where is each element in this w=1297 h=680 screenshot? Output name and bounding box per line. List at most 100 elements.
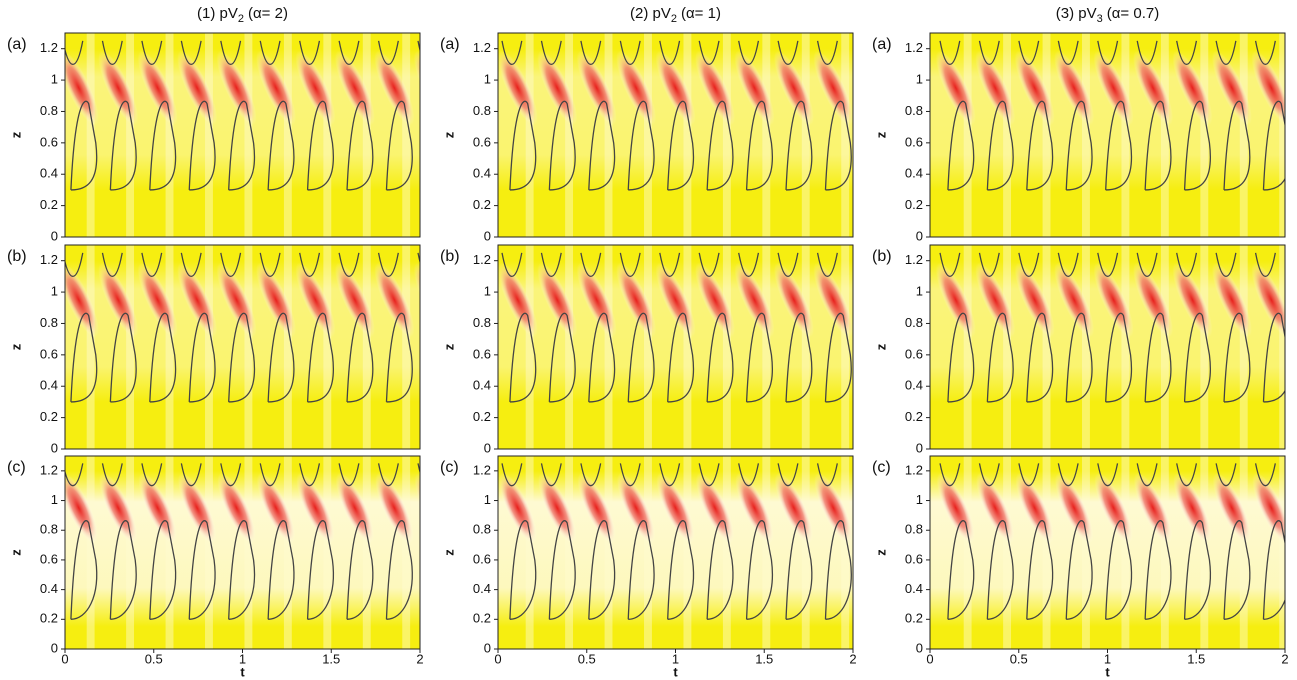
stripe	[126, 245, 135, 449]
contour	[501, 40, 523, 65]
contour	[149, 100, 177, 191]
contour	[1018, 463, 1040, 487]
contour	[1262, 100, 1285, 191]
contour	[939, 252, 961, 277]
contour	[1136, 252, 1158, 277]
y-tick-label: 1	[916, 72, 923, 87]
contour	[501, 252, 523, 277]
contour	[1254, 40, 1276, 65]
y-tick-label: 0.2	[905, 197, 923, 212]
stripe	[1082, 33, 1090, 237]
contour	[986, 312, 1014, 403]
contour	[338, 40, 360, 65]
contour	[667, 100, 695, 191]
stripe	[244, 33, 253, 237]
y-tick-label: 1.2	[40, 462, 58, 477]
heatmap	[930, 33, 1285, 237]
contour	[816, 252, 838, 277]
stripe	[1160, 33, 1169, 237]
contour	[865, 101, 891, 190]
contour	[180, 40, 202, 65]
stripe	[683, 456, 692, 649]
contour	[738, 252, 760, 277]
x-axis-label: t	[240, 664, 245, 679]
red-region	[538, 472, 577, 544]
title-suffix: (α= 0.7)	[1107, 5, 1159, 22]
y-tick-label: 0	[916, 440, 923, 455]
contour	[548, 100, 576, 191]
contour	[1105, 520, 1133, 620]
contour	[65, 40, 84, 65]
x-tick-label: 0	[494, 651, 501, 666]
contour	[228, 312, 256, 403]
stripe	[165, 456, 174, 649]
contour	[306, 312, 334, 403]
y-tick-label: 0.8	[40, 103, 58, 118]
stripe	[604, 456, 613, 649]
title-main: (2) pV	[630, 5, 671, 22]
stripe	[283, 245, 292, 449]
contour	[180, 252, 202, 277]
contour	[417, 40, 420, 53]
y-tick-label: 0.4	[473, 581, 491, 596]
red-region	[177, 472, 217, 544]
contour	[659, 40, 681, 65]
y-tick-label: 0.2	[473, 197, 491, 212]
contour	[738, 463, 760, 487]
y-tick-label: 1.2	[40, 252, 58, 267]
stripe	[722, 456, 731, 649]
y-tick-label: 1	[484, 284, 491, 299]
red-region	[656, 472, 695, 544]
contour	[1097, 252, 1119, 277]
contour	[299, 40, 321, 65]
contour	[188, 312, 216, 403]
y-tick-label: 0.6	[905, 346, 923, 361]
y-tick-label: 0	[51, 640, 58, 655]
contour	[65, 463, 84, 487]
y-tick-label: 0	[916, 228, 923, 243]
contour	[865, 521, 891, 620]
stripe	[722, 33, 731, 237]
stripe	[525, 456, 534, 649]
stripe	[205, 33, 213, 237]
stripe	[283, 33, 292, 237]
title-suffix: (α= 2)	[248, 5, 288, 22]
heatmap	[65, 456, 452, 649]
contour	[947, 100, 975, 191]
contour	[947, 520, 975, 620]
contour	[228, 100, 256, 191]
stripe	[1121, 33, 1130, 237]
red-region	[846, 468, 899, 547]
y-axis-label: z	[8, 549, 23, 556]
y-tick-label: 1	[51, 492, 58, 507]
contour	[659, 463, 681, 487]
contour	[698, 252, 720, 277]
stripe	[323, 456, 332, 649]
contour	[509, 520, 537, 620]
stripe	[841, 245, 850, 449]
contour	[939, 463, 961, 487]
contour	[706, 100, 734, 191]
contour	[346, 100, 374, 191]
contour	[426, 521, 452, 620]
contour	[548, 520, 576, 620]
y-tick-label: 0.4	[905, 378, 923, 393]
stripe	[963, 245, 972, 449]
contour	[745, 312, 773, 403]
contour	[986, 100, 1014, 191]
title-subscript: 3	[1097, 13, 1103, 25]
contour	[501, 463, 523, 487]
contour	[540, 463, 562, 487]
red-region	[1133, 472, 1173, 544]
contour	[188, 100, 216, 191]
y-tick-label: 1	[916, 492, 923, 507]
stripe	[323, 245, 332, 449]
stripe	[205, 456, 213, 649]
red-region	[138, 472, 177, 544]
y-tick-label: 0.4	[40, 581, 58, 596]
stripe	[604, 33, 613, 237]
contour	[101, 252, 123, 277]
x-tick-label: 1.5	[1187, 651, 1205, 666]
x-tick-label: 0	[61, 651, 68, 666]
red-region	[217, 472, 256, 544]
